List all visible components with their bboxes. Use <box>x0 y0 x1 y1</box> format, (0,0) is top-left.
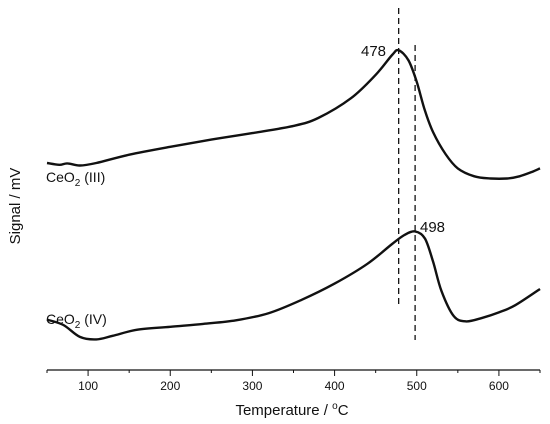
peak-label-498: 498 <box>420 219 445 236</box>
x-tick-label: 400 <box>325 379 345 393</box>
series-line-ceo2-iv <box>46 230 541 341</box>
y-axis-label: Signal / mV <box>7 168 24 245</box>
x-axis-label: Temperature / oC <box>235 401 348 419</box>
x-tick-label: 100 <box>78 379 98 393</box>
reference-lines <box>398 8 416 340</box>
x-tick-label: 200 <box>160 379 180 393</box>
series-line-ceo2-iii <box>46 48 541 180</box>
series-label-ceo2-iv: CeO2 (IV) <box>46 311 107 331</box>
x-axis: 100 200 300 400 500 600 <box>46 369 541 393</box>
x-tick-label: 600 <box>489 379 509 393</box>
series-label-ceo2-iii: CeO2 (III) <box>46 169 105 189</box>
x-tick-label: 300 <box>242 379 262 393</box>
x-tick-label: 500 <box>407 379 427 393</box>
series-layer <box>46 48 541 341</box>
peak-label-478: 478 <box>361 43 386 60</box>
